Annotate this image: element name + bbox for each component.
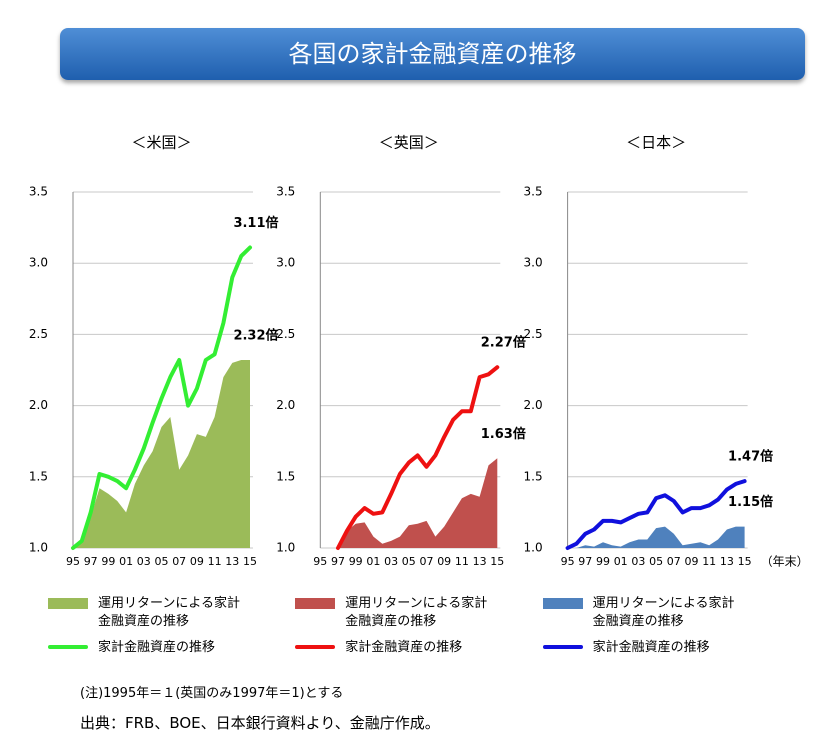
x-tick-label: 03 [631,555,645,568]
x-tick-label: 97 [578,555,592,568]
source: 出典：FRB、BOE、日本銀行資料より、金融庁作成。 [80,714,440,732]
end-label: 1.47倍 [728,449,773,465]
x-tick-label: 11 [455,555,469,568]
legend-label: 家計金融資産の推移 [98,640,216,655]
legend-swatch [295,645,336,649]
y-tick-label: 2.0 [276,398,295,412]
x-tick-label: 13 [720,555,734,568]
x-tick-label: 01 [366,555,380,568]
note: (注)1995年＝１(英国のみ1997年＝1)とする [80,686,344,701]
x-tick-label: 99 [596,555,610,568]
x-tick-label: 05 [649,555,663,568]
legend-label: 家計金融資産の推移 [592,640,710,655]
y-tick-label: 3.0 [29,256,48,270]
line [565,479,747,550]
x-tick-label: 11 [208,555,222,568]
x-tick-label: 07 [172,555,186,568]
y-tick-label: 1.0 [29,541,48,555]
y-tick-label: 3.5 [29,185,48,199]
y-tick-label: 1.5 [29,469,48,483]
legend-label: 運用リターンによる家計 金融資産の推移 [98,596,240,629]
area [567,526,745,548]
x-tick-label: 07 [667,555,681,568]
legend-label: 運用リターンによる家計 金融資産の推移 [592,596,735,629]
y-tick-label: 3.0 [276,256,295,270]
y-tick-label: 2.5 [276,327,295,341]
y-tick-label: 3.0 [524,256,543,270]
x-tick-label: 09 [685,555,699,568]
y-tick-label: 1.5 [524,469,543,483]
x-tick-label: 99 [101,555,115,568]
x-tick-label: 11 [702,555,716,568]
y-tick-label: 3.5 [524,185,543,199]
end-label: 2.27倍 [481,335,526,351]
end-label: 1.15倍 [728,494,773,510]
end-label: 3.11倍 [233,215,278,231]
x-tick-label: 95 [313,555,327,568]
x-tick-label: 09 [437,555,451,568]
y-tick-label: 2.0 [29,398,48,412]
y-tick-label: 2.0 [524,398,543,412]
y-tick-label: 1.0 [524,541,543,555]
legend-swatch [48,598,88,609]
x-tick-label: 03 [137,555,151,568]
chart-title: ＜英国＞ [379,134,439,152]
y-tick-label: 2.5 [524,327,543,341]
x-axis-label: （年末） [761,555,809,569]
x-tick-label: 07 [420,555,434,568]
x-tick-label: 01 [614,555,628,568]
legend-swatch [48,645,88,649]
chart-title: ＜米国＞ [131,134,191,152]
end-label: 2.32倍 [233,328,278,344]
x-tick-label: 03 [384,555,398,568]
area [338,458,498,548]
y-tick-label: 1.5 [276,469,295,483]
legend-label: 家計金融資産の推移 [345,640,463,655]
x-tick-label: 97 [84,555,98,568]
area [73,360,250,548]
line [71,245,252,550]
x-tick-label: 05 [402,555,416,568]
x-tick-label: 09 [190,555,204,568]
x-tick-label: 13 [225,555,239,568]
x-tick-label: 15 [738,555,752,568]
x-tick-label: 01 [119,555,133,568]
y-tick-label: 2.5 [29,327,48,341]
chart-title: ＜日本＞ [626,134,686,152]
line [336,365,500,550]
page-title: 各国の家計金融資産の推移 [60,28,805,80]
y-tick-label: 3.5 [276,185,295,199]
legend-swatch [542,645,583,649]
x-tick-label: 15 [490,555,504,568]
end-label: 1.63倍 [481,426,526,442]
legend-label: 運用リターンによる家計 金融資産の推移 [345,596,488,629]
x-tick-label: 95 [561,555,575,568]
x-tick-label: 97 [331,555,345,568]
x-tick-label: 05 [155,555,169,568]
legend-swatch [542,598,583,609]
legend-swatch [295,598,336,609]
x-tick-label: 15 [243,555,257,568]
x-tick-label: 95 [66,555,80,568]
x-tick-label: 13 [473,555,487,568]
x-tick-label: 99 [349,555,363,568]
y-tick-label: 1.0 [276,541,295,555]
